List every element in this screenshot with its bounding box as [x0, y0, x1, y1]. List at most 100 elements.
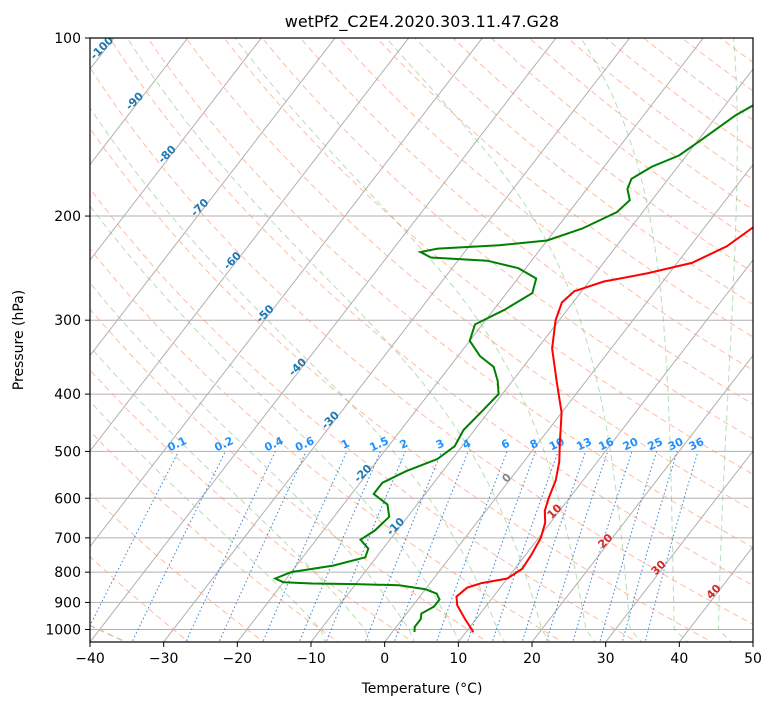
profile-lines — [272, 104, 753, 633]
y-axis-label: Pressure (hPa) — [11, 290, 27, 390]
mixing-ratio-label: 25 — [646, 435, 665, 453]
dry-adiabat — [90, 127, 713, 642]
plot-frame — [89, 37, 754, 643]
moist-adiabat — [90, 345, 371, 642]
mixing-ratio-line — [325, 451, 406, 642]
mixing-ratio-line — [545, 451, 609, 642]
x-axis-label: Temperature (°C) — [361, 681, 483, 697]
x-tick-label: 30 — [597, 651, 615, 667]
isotherm-line — [90, 38, 262, 261]
dry-adiabat — [90, 66, 753, 625]
mixing-ratio-line — [435, 451, 508, 642]
dry-adiabat — [185, 38, 753, 512]
mixing-ratio-label: 16 — [597, 435, 617, 453]
isotherm-label: -50 — [253, 302, 276, 325]
mixing-ratio-label: 4 — [460, 437, 473, 452]
dry-adiabat — [90, 555, 190, 642]
y-tick-label: 700 — [54, 531, 81, 547]
isotherm-line — [752, 641, 753, 642]
dry-adiabat — [90, 248, 564, 642]
dry-adiabat — [299, 38, 753, 405]
isotherm-line — [90, 38, 410, 452]
isotherm-line — [90, 38, 189, 166]
y-tick-label: 300 — [54, 313, 81, 329]
isotherm-line — [678, 545, 753, 642]
mixing-ratio-line — [621, 451, 678, 642]
mixing-ratio-label: 6 — [499, 437, 512, 452]
x-tick-label: 40 — [670, 651, 688, 667]
isotherm-line — [90, 38, 557, 642]
isotherm-label: -60 — [221, 249, 244, 272]
y-tick-label: 800 — [54, 565, 81, 581]
y-tick-label: 200 — [54, 209, 81, 225]
mixing-ratio-line — [599, 451, 658, 642]
mixing-ratio-line — [393, 451, 469, 642]
moist-adiabat-label: 0 — [499, 471, 514, 486]
mixing-ratio-line — [572, 451, 633, 642]
mixing-ratio-line — [90, 451, 180, 627]
mixing-ratio-label: 2 — [398, 437, 410, 452]
x-tick-label: 20 — [523, 651, 541, 667]
isotherm-label: -20 — [351, 462, 374, 485]
dry-adiabat — [90, 308, 489, 642]
dry-adiabat — [147, 38, 753, 549]
dry-adiabat — [90, 492, 265, 642]
moist-adiabat — [126, 38, 551, 642]
mixing-ratio-line — [644, 451, 699, 642]
moist-adiabat — [718, 38, 738, 642]
mixing-ratio-line — [491, 451, 559, 642]
isotherm-line — [310, 68, 753, 642]
mixing-ratio-line — [466, 451, 537, 642]
dry-adiabat — [566, 38, 753, 181]
x-tick-label: 50 — [744, 651, 762, 667]
mixing-ratio-label: 36 — [687, 435, 707, 453]
x-tick-label: 0 — [380, 651, 389, 667]
moist-adiabat — [90, 106, 506, 642]
mixing-ratio-line — [131, 451, 226, 642]
dry-adiabat — [109, 38, 753, 587]
moist-adiabat — [234, 38, 597, 642]
dry-adiabat — [681, 38, 753, 92]
background-lines — [90, 38, 753, 642]
mixing-ratio-label: 30 — [666, 435, 686, 453]
isotherm-label: -90 — [123, 89, 146, 112]
mixing-ratio-line — [364, 451, 443, 642]
isotherm-line — [163, 38, 631, 642]
dry-adiabat — [90, 430, 340, 642]
mixing-ratio-label: 20 — [621, 435, 641, 453]
moist-adiabat — [90, 400, 326, 642]
isotherm-line — [90, 38, 336, 357]
chart-title: wetPf2_C2E4.2020.303.11.47.G28 — [285, 12, 559, 32]
y-tick-label: 100 — [54, 31, 81, 47]
temperature-line — [455, 226, 753, 633]
y-tick-label: 500 — [54, 444, 81, 460]
mixing-ratio-label: 8 — [528, 437, 540, 452]
dewpoint-line — [272, 104, 753, 633]
isotherm-line — [384, 163, 753, 642]
x-tick-label: 10 — [449, 651, 467, 667]
isotherm-line — [90, 38, 483, 548]
axes: −40 −30 −20 −10 0 10 20 30 40 5010009008007006005… — [45, 31, 762, 667]
dry-adiabat — [604, 38, 753, 151]
mixing-ratio-label: 13 — [574, 435, 593, 453]
dry-adiabat — [90, 187, 639, 642]
moist-adiabat — [90, 205, 460, 642]
dry-adiabat — [376, 38, 753, 338]
y-tick-label: 900 — [54, 595, 81, 611]
mixing-ratio-line — [521, 451, 587, 642]
x-tick-label: −10 — [296, 651, 326, 667]
mixing-ratio-label: 3 — [434, 437, 446, 452]
dry-adiabat — [414, 38, 753, 305]
x-tick-label: −30 — [149, 651, 179, 667]
isotherm-line — [605, 450, 753, 642]
moist-adiabat-label: 20 — [595, 531, 615, 551]
x-tick-label: −20 — [223, 651, 253, 667]
isotherm-line — [236, 38, 704, 642]
dry-adiabat — [719, 38, 753, 63]
y-tick-label: 1000 — [45, 622, 81, 638]
moist-adiabat — [385, 38, 643, 642]
isotherm-line — [531, 354, 753, 642]
mixing-ratio-line — [262, 451, 348, 642]
mixing-ratio-label: 10 — [547, 435, 567, 453]
